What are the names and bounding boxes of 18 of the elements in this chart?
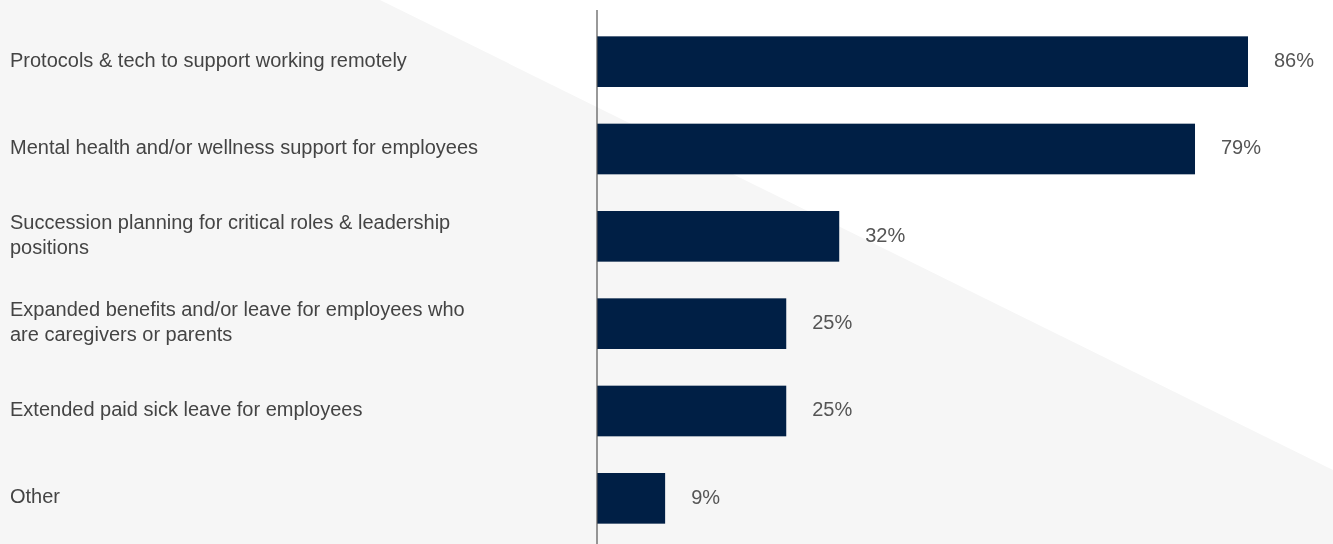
data-label: 25% <box>812 310 853 333</box>
y-tick-label: Extended paid sick leave for employees <box>10 398 363 421</box>
bar <box>597 473 666 524</box>
bar <box>597 298 787 349</box>
y-tick-label: Other <box>10 485 61 508</box>
data-label: 9% <box>691 485 721 508</box>
y-tick-label: Expanded benefits and/or leave for employees who are caregivers or parents <box>10 298 465 346</box>
data-label: 86% <box>1274 48 1315 71</box>
bar <box>597 385 787 437</box>
data-label: 32% <box>865 223 906 246</box>
bar <box>597 36 1248 87</box>
y-tick-label: Mental health and/or wellness support for employees <box>10 136 479 159</box>
data-label: 79% <box>1221 136 1262 159</box>
bar <box>597 211 840 262</box>
bar <box>597 123 1196 175</box>
data-label: 25% <box>812 398 853 421</box>
y-tick-label: Protocols & tech to support working remotely <box>10 48 407 71</box>
y-tick-label: Succession planning for critical roles & leadership positions <box>10 211 451 259</box>
